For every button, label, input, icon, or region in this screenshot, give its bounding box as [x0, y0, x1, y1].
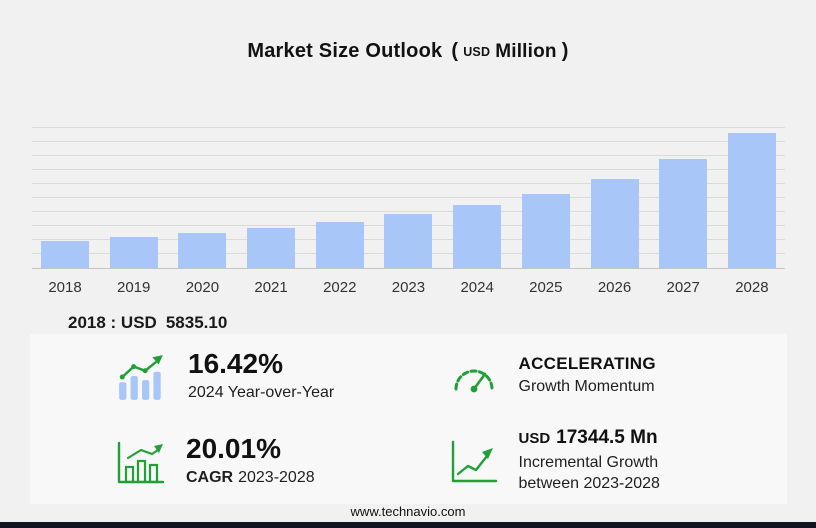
title-unit-usd: USD: [463, 45, 491, 59]
speedometer-icon: [449, 359, 499, 395]
x-tick-label: 2018: [48, 279, 82, 296]
incremental-value-currency: USD: [518, 430, 551, 448]
stat-momentum-text: ACCELERATING Growth Momentum: [519, 355, 656, 398]
growth-bars-icon: [116, 353, 168, 401]
x-tick-label: 2024: [460, 279, 494, 296]
bar-2022: [315, 222, 364, 268]
cagr-chart-icon: [116, 439, 166, 485]
page-title: Market Size Outlook ( USD Million): [0, 40, 816, 63]
gridline: [32, 197, 785, 198]
bar-2018: [41, 241, 89, 268]
bar-column-2027: 2027: [659, 128, 708, 296]
yoy-label: 2024 Year-over-Year: [188, 383, 335, 401]
x-tick-label: 2020: [185, 279, 220, 296]
stat-momentum: ACCELERATING Growth Momentum: [409, 334, 788, 419]
incremental-label-line2: between 2023-2028: [518, 474, 660, 492]
bar-2020: [178, 233, 227, 268]
stat-yoy: 16.42% 2024 Year-over-Year: [30, 334, 409, 419]
cagr-value: 20.01%: [186, 433, 281, 465]
bar-column-2026: 2026: [590, 128, 639, 296]
base-year-label: 2018 : USD: [68, 313, 157, 332]
trend-arrow-icon: [449, 439, 499, 485]
cagr-label-years: 2023-2028: [238, 468, 315, 486]
incremental-value-amount: 17344.5 Mn: [556, 427, 658, 449]
bar-2025: [521, 194, 570, 268]
bar-column-2025: 2025: [521, 128, 570, 296]
bar-2027: [659, 159, 708, 268]
x-tick-label: 2026: [597, 279, 632, 296]
stats-panel: 16.42% 2024 Year-over-Year ACCELERATING …: [30, 334, 787, 504]
bar-2024: [453, 205, 502, 268]
bar-2028: [727, 133, 776, 268]
bar-column-2024: 2024: [453, 128, 502, 296]
title-unit-million: Million: [495, 41, 557, 62]
cagr-label-prefix: CAGR: [186, 468, 234, 486]
stat-yoy-text: 16.42% 2024 Year-over-Year: [188, 349, 334, 403]
bar-column-2023: 2023: [384, 128, 433, 296]
bar-column-2018: 2018: [41, 128, 89, 296]
cagr-label: CAGR 2023-2028: [186, 468, 315, 489]
x-tick-label: 2027: [666, 279, 700, 296]
base-year-value: 5835.10: [165, 313, 228, 332]
incremental-label-line1: Incremental Growth: [518, 454, 659, 472]
bottom-accent-bar: [0, 522, 816, 528]
x-tick-label: 2022: [323, 279, 357, 296]
gridline: [32, 183, 785, 184]
bar-2026: [590, 179, 639, 268]
footer-url: www.technavio.com: [350, 504, 466, 519]
gridline: [32, 155, 785, 156]
bar-column-2028: 2028: [727, 128, 776, 296]
bar-2021: [247, 228, 296, 268]
gridline: [32, 169, 785, 170]
stat-incremental-text: USD 17344.5 Mn Incremental Growth between…: [518, 427, 660, 494]
gridline: [32, 141, 785, 142]
market-size-bar-chart: 2018 2019 2020 2021 2022 2023 2024 2025 2026 2027…: [32, 127, 785, 296]
x-tick-label: 2023: [391, 279, 426, 296]
base-year-note: 2018 : USD 5835.10: [68, 313, 227, 333]
yoy-value: 16.42%: [188, 348, 283, 380]
bar-column-2019: 2019: [109, 128, 158, 296]
gridline: [32, 127, 785, 128]
bar-2023: [384, 214, 433, 268]
momentum-value: ACCELERATING: [518, 354, 656, 374]
stat-cagr: 20.01% CAGR 2023-2028: [30, 419, 409, 504]
title-text: Market Size Outlook: [247, 40, 443, 62]
gridline: [32, 211, 785, 212]
x-tick-label: 2025: [529, 279, 563, 296]
x-tick-label: 2019: [117, 279, 151, 296]
stat-incremental: USD 17344.5 Mn Incremental Growth between…: [409, 419, 788, 504]
bar-2019: [109, 237, 158, 268]
bar-column-2020: 2020: [178, 128, 227, 296]
title-paren-close: ): [561, 40, 569, 62]
bar-column-2022: 2022: [315, 128, 364, 296]
x-tick-label: 2028: [735, 279, 769, 296]
bar-column-2021: 2021: [247, 128, 296, 296]
title-paren-open: (: [451, 40, 459, 62]
incremental-value: USD 17344.5 Mn: [518, 427, 660, 449]
momentum-label: Growth Momentum: [518, 378, 655, 396]
x-tick-label: 2021: [254, 279, 288, 296]
chart-bars: 2018 2019 2020 2021 2022 2023 2024 2025 2026 2027…: [32, 128, 785, 296]
stat-cagr-text: 20.01% CAGR 2023-2028: [186, 434, 315, 488]
